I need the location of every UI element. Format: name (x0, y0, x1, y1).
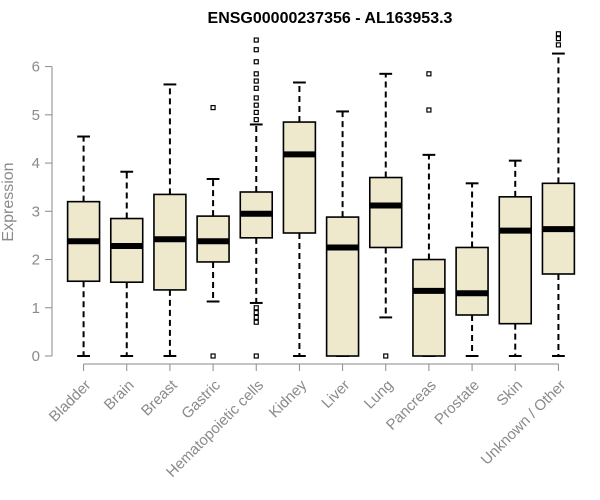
y-axis-label: Expression (0, 162, 17, 241)
box-pancreas (412, 71, 446, 357)
x-tick-label: Skin (493, 377, 526, 410)
outlier-point (426, 107, 432, 113)
box-body (109, 217, 144, 284)
box-unknown-other (541, 31, 576, 357)
outlier-point (253, 109, 259, 116)
outlier-point (253, 314, 259, 321)
box-body (455, 246, 489, 316)
box-body (498, 196, 533, 325)
boxes (66, 31, 576, 359)
x-tick-label: Brain (101, 377, 138, 414)
y-tick-label: 3 (32, 203, 40, 220)
outlier-point (253, 353, 259, 359)
box-brain (109, 170, 144, 357)
outlier-point (383, 353, 389, 359)
outlier-point (253, 71, 259, 77)
outlier-point (253, 59, 259, 65)
outlier-point (253, 309, 259, 316)
y-tick-label: 6 (32, 59, 40, 76)
outlier-point (253, 102, 259, 108)
outlier-point (555, 36, 562, 42)
box-breast (153, 83, 187, 357)
y-tick-label: 2 (32, 252, 40, 269)
outlier-point (253, 78, 259, 84)
x-tick-label: Kidney (266, 376, 311, 421)
box-bladder (66, 135, 101, 357)
box-body (325, 216, 360, 357)
box-skin (498, 159, 533, 357)
outlier-point (253, 47, 259, 53)
box-lung (368, 72, 403, 359)
outlier-point (253, 95, 259, 101)
box-gastric (196, 104, 230, 359)
outlier-point (253, 85, 259, 91)
outlier-point (426, 71, 432, 77)
x-tick-label: Liver (318, 377, 353, 412)
x-tick-label: Bladder (46, 377, 95, 426)
chart-title: ENSG00000237356 - AL163953.3 (208, 10, 453, 27)
box-hematopoietic-cells (239, 37, 274, 359)
outlier-point (253, 305, 259, 311)
outlier-point (555, 42, 562, 48)
x-tick-label: Prostate (431, 377, 483, 429)
box-body (368, 176, 403, 249)
x-tick-label: Lung (361, 377, 397, 413)
outlier-point (253, 117, 259, 123)
outlier-point (555, 31, 562, 37)
box-liver (325, 110, 360, 357)
axes: 0 1 2 3 4 5 6 (32, 59, 559, 365)
outlier-point (253, 37, 259, 43)
outlier-point (253, 319, 259, 325)
box-body (412, 258, 446, 357)
y-tick-label: 4 (32, 155, 40, 172)
box-kidney (282, 81, 317, 357)
y-tick-label: 1 (32, 300, 40, 317)
y-tick-label: 0 (32, 348, 40, 365)
box-body (282, 121, 317, 234)
box-prostate (455, 182, 489, 357)
y-tick-label: 5 (32, 107, 40, 124)
outlier-point (210, 104, 216, 111)
x-tick-label: Breast (138, 376, 181, 419)
outlier-point (210, 353, 216, 359)
